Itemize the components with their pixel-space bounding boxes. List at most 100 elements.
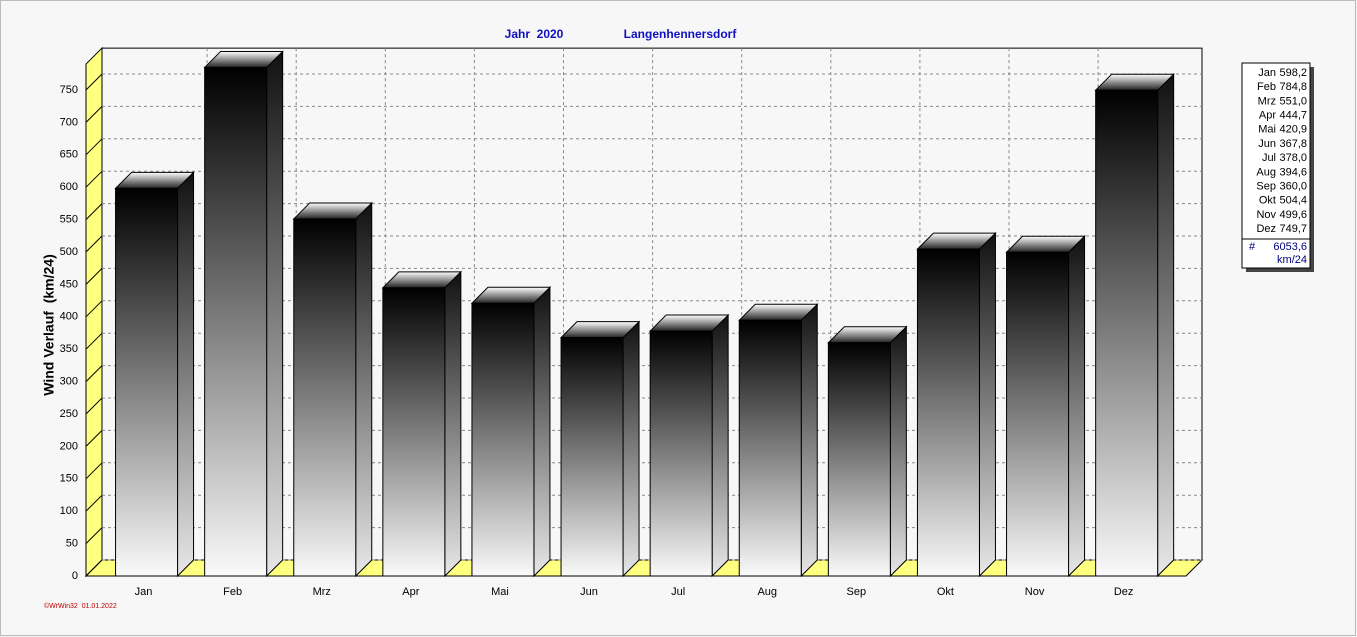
legend-value: 394,6 xyxy=(1279,166,1307,178)
wall-tick xyxy=(85,494,103,512)
y-tick-label: 150 xyxy=(60,473,78,485)
wall-tick xyxy=(85,203,103,220)
legend-value: 784,8 xyxy=(1279,81,1307,93)
bar xyxy=(649,330,713,577)
x-tick-label: Mrz xyxy=(313,586,331,598)
legend-value: 378,0 xyxy=(1279,152,1307,164)
footer: ©WrWin32 01.01.2022 xyxy=(44,602,117,610)
bar xyxy=(738,319,802,577)
bar xyxy=(1095,89,1159,577)
wall-tick xyxy=(85,430,103,447)
chart-subtitle: Langenhennersdorf xyxy=(624,27,738,41)
legend-value: 598,2 xyxy=(1279,67,1307,79)
legend-label: Okt xyxy=(1259,195,1276,207)
total-unit: km/24 xyxy=(1277,254,1307,266)
bar-side xyxy=(266,50,284,578)
x-tick-label: Sep xyxy=(847,586,867,598)
y-tick-label: 450 xyxy=(60,278,78,290)
y-tick-label: 100 xyxy=(60,505,78,517)
legend-label: Jun xyxy=(1258,138,1276,150)
wall-tick xyxy=(85,397,103,415)
chart-title: Jahr 2020 xyxy=(505,27,564,41)
bar xyxy=(560,337,624,577)
legend-label: Nov xyxy=(1256,209,1276,221)
bar-side xyxy=(622,320,640,578)
bar-side xyxy=(1068,235,1086,578)
x-tick-label: Dez xyxy=(1114,586,1134,598)
x-tick-label: Feb xyxy=(223,586,242,598)
bar-side xyxy=(444,270,462,578)
y-tick-label: 500 xyxy=(60,246,78,258)
bar xyxy=(204,66,268,577)
legend-box xyxy=(1241,62,1311,269)
y-tick-label: 600 xyxy=(60,181,78,193)
x-tick-label: Mai xyxy=(491,586,509,598)
x-tick-label: Jul xyxy=(671,586,685,598)
wall-tick xyxy=(85,268,103,285)
y-tick-label: 700 xyxy=(60,116,78,128)
x-tick-label: Apr xyxy=(402,586,419,598)
bar-side xyxy=(355,201,373,578)
total-marker: # xyxy=(1249,241,1256,253)
y-axis-label: Wind Verlauf (km/24) xyxy=(41,254,57,395)
legend-value: 360,0 xyxy=(1279,181,1307,193)
x-tick-label: Jan xyxy=(135,586,153,598)
x-tick-label: Aug xyxy=(757,586,777,598)
wall-tick xyxy=(85,332,103,350)
wall-tick xyxy=(85,170,103,188)
y-tick-label: 750 xyxy=(60,84,78,96)
wall-tick xyxy=(85,138,103,156)
y-tick-label: 200 xyxy=(60,440,78,452)
legend-label: Jan xyxy=(1258,67,1276,79)
wall-tick xyxy=(85,559,103,577)
y-tick-label: 0 xyxy=(72,570,78,582)
legend-value: 420,9 xyxy=(1279,124,1307,136)
bar-side xyxy=(533,286,551,578)
legend-label: Sep xyxy=(1256,181,1276,193)
bar-side xyxy=(978,231,996,578)
wall-tick xyxy=(85,73,103,91)
bar-side xyxy=(711,313,729,578)
wall-tick xyxy=(85,527,103,544)
total-value: 6053,6 xyxy=(1273,241,1307,253)
legend-value: 749,7 xyxy=(1279,223,1307,235)
y-tick-label: 550 xyxy=(60,214,78,226)
x-tick-label: Okt xyxy=(937,586,954,598)
bar-side xyxy=(800,303,818,578)
bar xyxy=(471,302,535,577)
legend-label: Mai xyxy=(1258,124,1276,136)
y-tick-label: 50 xyxy=(66,538,78,550)
bar-side xyxy=(1157,72,1175,578)
bar xyxy=(916,248,980,577)
bar xyxy=(827,342,891,577)
legend-value: 504,4 xyxy=(1279,195,1307,207)
bar-side xyxy=(889,325,907,578)
left-wall xyxy=(85,46,103,578)
legend-label: Feb xyxy=(1257,81,1276,93)
legend-label: Mrz xyxy=(1258,95,1276,107)
x-tick-label: Jun xyxy=(580,586,598,598)
plot-area: 0 50 100 150 200 250 300 350 400 450 500 550 600 650 7… xyxy=(60,46,1204,598)
legend-label: Jul xyxy=(1262,152,1276,164)
y-tick-label: 650 xyxy=(60,149,78,161)
bar xyxy=(382,287,446,577)
legend-value: 551,0 xyxy=(1279,95,1307,107)
wall-tick xyxy=(85,235,103,253)
wall-tick xyxy=(85,365,103,382)
bar xyxy=(293,218,357,577)
legend-label: Aug xyxy=(1256,166,1276,178)
legend-label: Apr xyxy=(1259,110,1276,122)
x-tick-label: Nov xyxy=(1025,586,1045,598)
y-tick-label: 400 xyxy=(60,311,78,323)
legend-value: 367,8 xyxy=(1279,138,1307,150)
y-tick-label: 250 xyxy=(60,408,78,420)
wall-tick xyxy=(85,462,103,480)
bar xyxy=(1006,251,1070,577)
y-tick-label: 350 xyxy=(60,343,78,355)
wall-tick xyxy=(85,106,103,123)
wall-tick xyxy=(85,300,103,318)
legend-label: Dez xyxy=(1256,223,1276,235)
y-tick-label: 300 xyxy=(60,376,78,388)
